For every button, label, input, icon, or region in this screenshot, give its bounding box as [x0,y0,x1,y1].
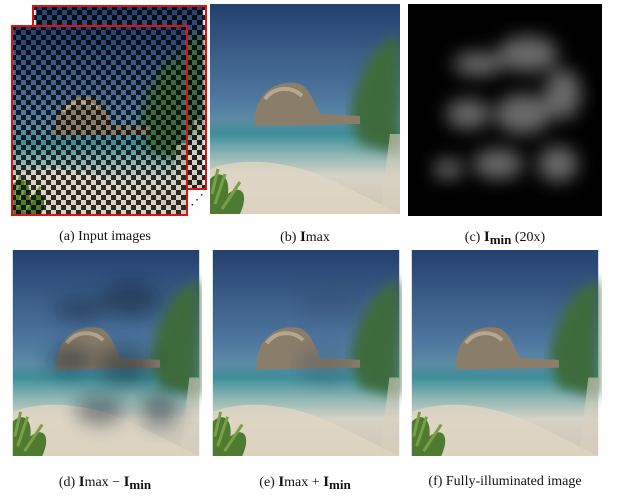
operator: + [312,475,320,490]
caption-label: (c) [465,230,481,245]
caption-label: (e) [259,475,275,490]
ellipsis: ⋰ [190,192,204,209]
image-min [408,4,602,216]
caption: (f) Fully-illuminated image [405,474,605,490]
image-full [408,250,602,456]
caption-label: (b) [280,230,296,245]
caption-text: (f) Fully-illuminated image [428,474,581,489]
caption: (d) Imax − Imin [5,474,205,493]
operator: − [112,475,120,490]
image-max [210,4,400,214]
subscript: max [284,475,308,490]
subscript: min [329,477,351,492]
subscript: max [306,230,330,245]
caption-text: (20x) [515,230,545,245]
caption: (c) Imin (20x) [405,229,605,248]
image-sum [210,250,402,456]
subscript: max [85,475,109,490]
input-images [10,4,210,218]
subscript: min [490,232,512,247]
image-difference [10,250,202,456]
caption-label: (d) [59,475,75,490]
caption: (b) Imax [205,229,405,246]
figure: ⋰ (a) Input images (b) [0,0,619,500]
caption: (a) Input images [5,229,205,245]
caption: (e) Imax + Imin [205,474,405,493]
subscript: min [129,477,151,492]
caption-text: (a) Input images [59,229,151,244]
